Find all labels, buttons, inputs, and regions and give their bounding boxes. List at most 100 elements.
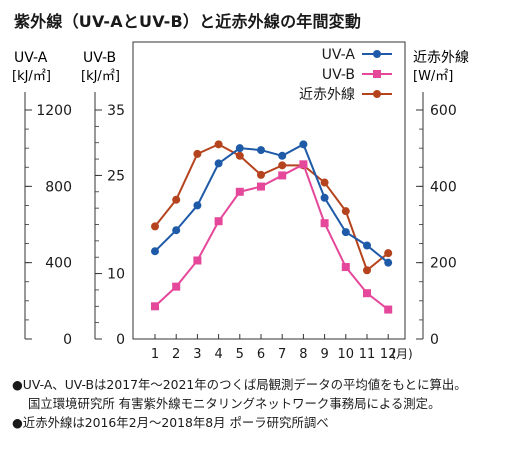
axes: 1 2 3 4 5 6 7 8 9 10 11 12(月)0400800120001025350200… xyxy=(24,41,457,362)
uva-tick-label: 800 xyxy=(45,179,72,195)
x-tick-label: 11 xyxy=(359,347,376,362)
x-tick-label: 2 xyxy=(172,347,180,362)
uva-tick-label-bg xyxy=(34,101,74,119)
x-tick-label: 4 xyxy=(214,347,222,362)
uvb-tick-label: 10 xyxy=(107,267,125,283)
note-3: ●近赤外線は2016年2月～2018年8月 ポーラ研究所調べ xyxy=(12,415,329,430)
nir-tick-label: 0 xyxy=(430,332,439,348)
data-point-nir xyxy=(257,170,265,179)
series-line-uvb xyxy=(154,162,389,311)
nir-axis-unit: [W/㎡] xyxy=(413,69,453,84)
chart-title: 紫外線（UV-AとUV-B）と近赤外線の年間変動 xyxy=(14,12,362,31)
data-point-nir xyxy=(384,249,393,258)
x-tick-label: 12 xyxy=(380,347,397,362)
x-unit-label: (月) xyxy=(391,347,412,361)
data-point-uva xyxy=(363,241,371,250)
uva-tick-label-bg xyxy=(34,253,74,272)
data-point-nir xyxy=(214,140,223,149)
plot-frame xyxy=(132,41,406,340)
data-point-uvb xyxy=(278,171,287,180)
legend-marker xyxy=(373,50,381,58)
data-point-uva xyxy=(320,193,329,202)
data-point-nir xyxy=(235,151,244,160)
note-1: ●UV-A、UV-Bは2017年～2021年のつくば局観測データの平均値をもとに… xyxy=(12,377,467,392)
data-point-uvb xyxy=(257,182,265,191)
data-point-uva xyxy=(341,228,350,237)
data-point-uva xyxy=(235,144,244,153)
data-point-uvb xyxy=(341,263,350,272)
legend-label: UV-B xyxy=(322,67,355,83)
uvb-tick-label: 0 xyxy=(116,332,125,348)
uvb-tick-label-bg xyxy=(103,101,129,119)
legend: UV-A UV-B 近赤外線 xyxy=(299,47,392,103)
x-tick-label: 5 xyxy=(236,347,244,362)
data-point-uvb xyxy=(363,289,371,298)
data-point-nir xyxy=(278,161,287,170)
x-tick-label: 9 xyxy=(320,347,328,362)
series-nir xyxy=(151,140,393,275)
data-point-uva xyxy=(299,140,308,149)
legend-label: 近赤外線 xyxy=(299,87,355,103)
nir-tick-label: 600 xyxy=(430,103,457,119)
x-tick-label: 1 xyxy=(151,347,159,362)
nir-axis-label: 近赤外線 xyxy=(413,50,469,66)
x-tick-label: 6 xyxy=(257,347,265,362)
legend-item-uva: UV-A xyxy=(322,47,392,63)
series-line-nir xyxy=(154,143,389,272)
x-tick-label: 3 xyxy=(193,347,201,362)
data-point-uvb xyxy=(235,187,244,196)
data-point-uva xyxy=(193,201,202,210)
data-point-nir xyxy=(193,149,202,158)
uvb-tick-label-bg xyxy=(103,330,129,348)
nir-tick-label: 200 xyxy=(430,256,457,272)
uva-tick-label: 0 xyxy=(63,332,72,348)
legend-marker xyxy=(373,90,381,98)
data-point-uva xyxy=(257,146,265,155)
uva-tick-label: 400 xyxy=(45,256,72,272)
legend-item-nir: 近赤外線 xyxy=(299,87,392,103)
uvb-tick-label: 35 xyxy=(107,103,125,119)
series-uvb xyxy=(151,160,393,314)
series xyxy=(151,140,393,314)
data-point-uvb xyxy=(299,160,308,169)
data-point-nir xyxy=(151,222,159,231)
data-point-uva xyxy=(278,151,287,160)
data-point-uvb xyxy=(172,282,181,291)
series-uva xyxy=(151,140,393,267)
note-2: 国立環境研究所 有害紫外線モニタリングネットワーク事務局による測定。 xyxy=(28,396,441,411)
uvb-tick-label-bg xyxy=(103,166,129,185)
data-point-uvb xyxy=(214,217,223,226)
series-line-uva xyxy=(154,142,389,264)
data-point-uvb xyxy=(151,302,159,311)
legend-item-uvb: UV-B xyxy=(322,67,392,83)
data-point-uva xyxy=(151,247,159,256)
data-point-uvb xyxy=(384,305,393,314)
nir-tick-label: 400 xyxy=(430,179,457,195)
data-point-uva xyxy=(214,159,223,168)
uvb-tick-label: 25 xyxy=(107,168,125,184)
uva-axis-label: UV-A xyxy=(14,50,48,66)
x-tick-label: 7 xyxy=(278,347,286,362)
data-point-uvb xyxy=(193,256,202,265)
data-point-nir xyxy=(320,178,329,187)
uva-axis-unit: [kJ/㎡] xyxy=(12,69,51,84)
data-point-uvb xyxy=(320,219,329,228)
uva-tick-label: 1200 xyxy=(36,103,72,119)
uva-tick-label-bg xyxy=(34,177,74,196)
axis-labels: UV-A [kJ/㎡] UV-B [kJ/㎡] 近赤外線 [W/㎡] xyxy=(12,50,469,84)
notes: ●UV-A、UV-Bは2017年～2021年のつくば局観測データの平均値をもとに… xyxy=(12,375,467,432)
uvb-axis-unit: [kJ/㎡] xyxy=(81,69,120,84)
x-tick-label: 10 xyxy=(338,347,355,362)
data-point-uva xyxy=(172,226,181,235)
data-point-nir xyxy=(363,266,371,275)
legend-marker xyxy=(373,70,381,78)
data-point-nir xyxy=(172,195,181,204)
legend-label: UV-A xyxy=(322,47,356,63)
data-point-nir xyxy=(341,207,350,216)
uvb-axis-label: UV-B xyxy=(83,50,116,66)
uvb-tick-label-bg xyxy=(103,264,129,283)
x-tick-label: 8 xyxy=(299,347,307,362)
uva-tick-label-bg xyxy=(34,330,74,348)
data-point-uva xyxy=(384,258,393,267)
